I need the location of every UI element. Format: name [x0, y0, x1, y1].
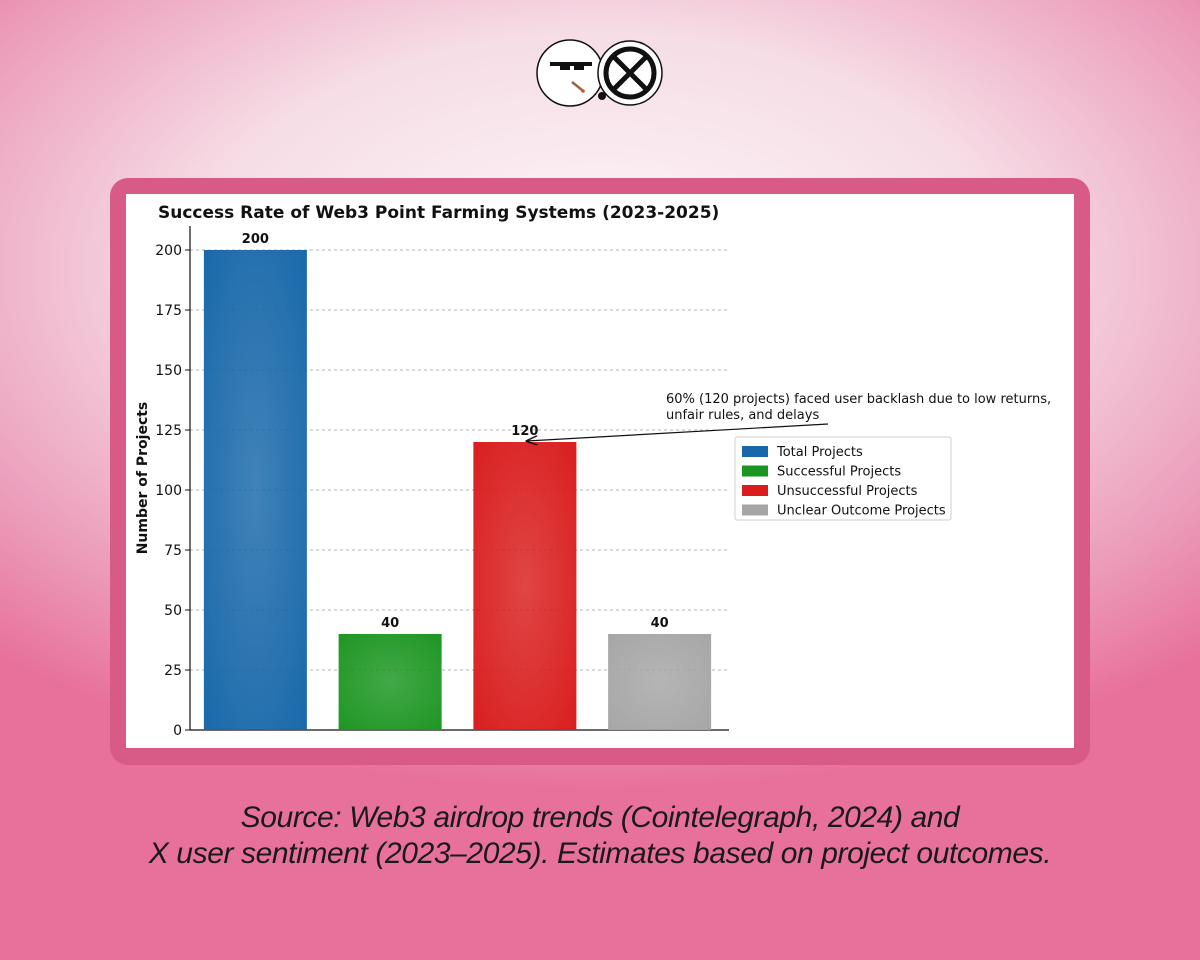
y-tick-label: 0 [173, 723, 182, 739]
legend-swatch [742, 446, 768, 457]
bar-value-label: 200 [242, 232, 269, 247]
bar-2 [338, 634, 442, 730]
y-tick-label: 50 [164, 603, 182, 619]
y-tick-label: 125 [155, 423, 182, 439]
chart-title: Success Rate of Web3 Point Farming Syste… [158, 203, 719, 223]
bar-value-label: 40 [381, 616, 399, 631]
bar-1 [203, 250, 307, 730]
y-tick-label: 75 [164, 543, 182, 559]
legend-entry: Unsuccessful Projects [777, 484, 918, 499]
bar-3 [473, 442, 577, 730]
caption-line-1: Source: Web3 airdrop trends (Cointelegra… [240, 801, 960, 834]
bar-value-label: 120 [511, 424, 538, 439]
y-tick-label: 150 [155, 363, 182, 379]
chart-panel: Success Rate of Web3 Point Farming Syste… [126, 194, 1074, 748]
annotation-text-line: 60% (120 projects) faced user backlash d… [666, 392, 1051, 407]
annotation-arrow [527, 423, 829, 441]
chart-frame: Success Rate of Web3 Point Farming Syste… [110, 178, 1090, 765]
bar-value-label: 40 [651, 616, 669, 631]
brand-logo [536, 38, 666, 108]
legend-entry: Successful Projects [777, 465, 901, 480]
y-tick-label: 25 [164, 663, 182, 679]
caption-line-2: X user sentiment (2023–2025). Estimates … [148, 837, 1052, 870]
y-tick-label: 175 [155, 303, 182, 319]
legend-entry: Total Projects [776, 445, 863, 460]
y-axis-label: Number of Projects [135, 402, 151, 555]
legend-swatch [742, 485, 768, 496]
crossed-circle-icon [597, 40, 663, 106]
source-caption: Source: Web3 airdrop trends (Cointelegra… [0, 800, 1200, 872]
y-tick-label: 200 [155, 243, 182, 259]
bar-chart: Success Rate of Web3 Point Farming Syste… [135, 203, 1051, 739]
legend-entry: Unclear Outcome Projects [777, 504, 946, 519]
y-tick-label: 100 [155, 483, 182, 499]
annotation-text-line: unfair rules, and delays [666, 408, 819, 423]
legend-swatch [742, 504, 768, 516]
legend-box [734, 436, 952, 521]
legend-swatch [742, 465, 768, 477]
bar-4 [608, 634, 712, 730]
sunglasses-icon [536, 39, 604, 107]
